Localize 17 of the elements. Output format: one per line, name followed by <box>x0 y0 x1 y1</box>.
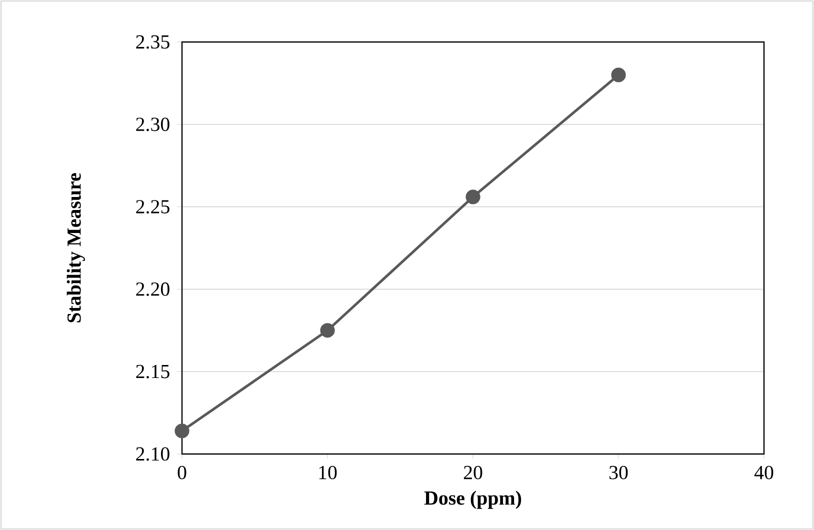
point <box>466 190 480 204</box>
x-axis-title: Dose (ppm) <box>424 490 522 509</box>
x-tick-label: 0 <box>178 466 186 480</box>
y-tick-label: 2.20 <box>136 282 170 296</box>
point <box>611 68 626 82</box>
y-tick-label: 2.30 <box>136 118 170 132</box>
y-axis-title: Stability Measure <box>66 173 85 322</box>
point <box>320 323 335 338</box>
y-tick-label: 2.15 <box>136 364 170 378</box>
x-tick-label: 40 <box>754 466 774 480</box>
x-tick-label: 10 <box>319 466 337 480</box>
y-tick-label: 2.10 <box>136 447 170 461</box>
point <box>174 424 190 438</box>
x-tick-label: 30 <box>609 466 628 480</box>
x-tick-label: 20 <box>464 466 482 480</box>
y-tick-label: 2.25 <box>136 200 170 214</box>
y-tick-label: 2.35 <box>136 35 170 49</box>
